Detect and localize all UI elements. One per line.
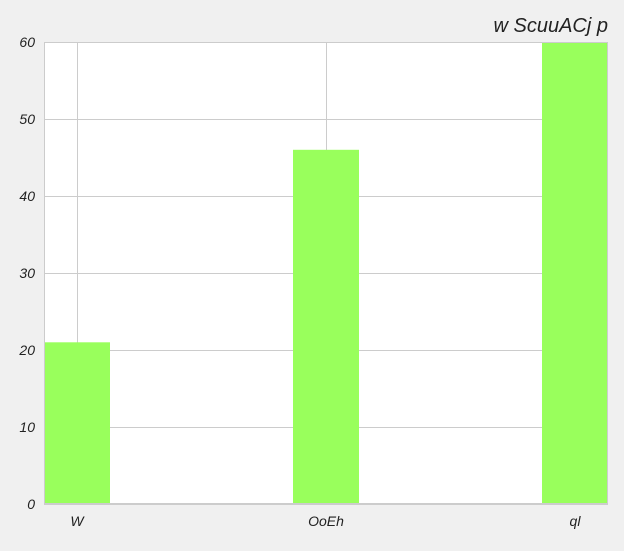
bars — [44, 42, 608, 505]
chart-title: w ScuuACj p — [494, 15, 609, 37]
bar-ql — [542, 42, 608, 504]
y-tick-label: 40 — [19, 188, 35, 204]
y-tick-label: 20 — [18, 342, 35, 358]
x-tick-label: OoEh — [308, 513, 344, 529]
y-tick-label: 30 — [19, 265, 35, 281]
y-axis-ticks: 0 10 20 30 40 50 60 — [18, 34, 35, 512]
x-tick-label: W — [70, 513, 85, 529]
bar-OoEh — [293, 149, 359, 505]
x-tick-label: ql — [570, 513, 582, 529]
plot-frame — [44, 42, 608, 504]
bar-W — [44, 342, 110, 504]
y-tick-label: 0 — [27, 496, 35, 512]
x-axis-ticks: W OoEh ql — [70, 513, 581, 529]
y-tick-label: 10 — [19, 419, 35, 435]
y-tick-label: 50 — [19, 111, 35, 127]
y-tick-label: 60 — [19, 34, 35, 50]
